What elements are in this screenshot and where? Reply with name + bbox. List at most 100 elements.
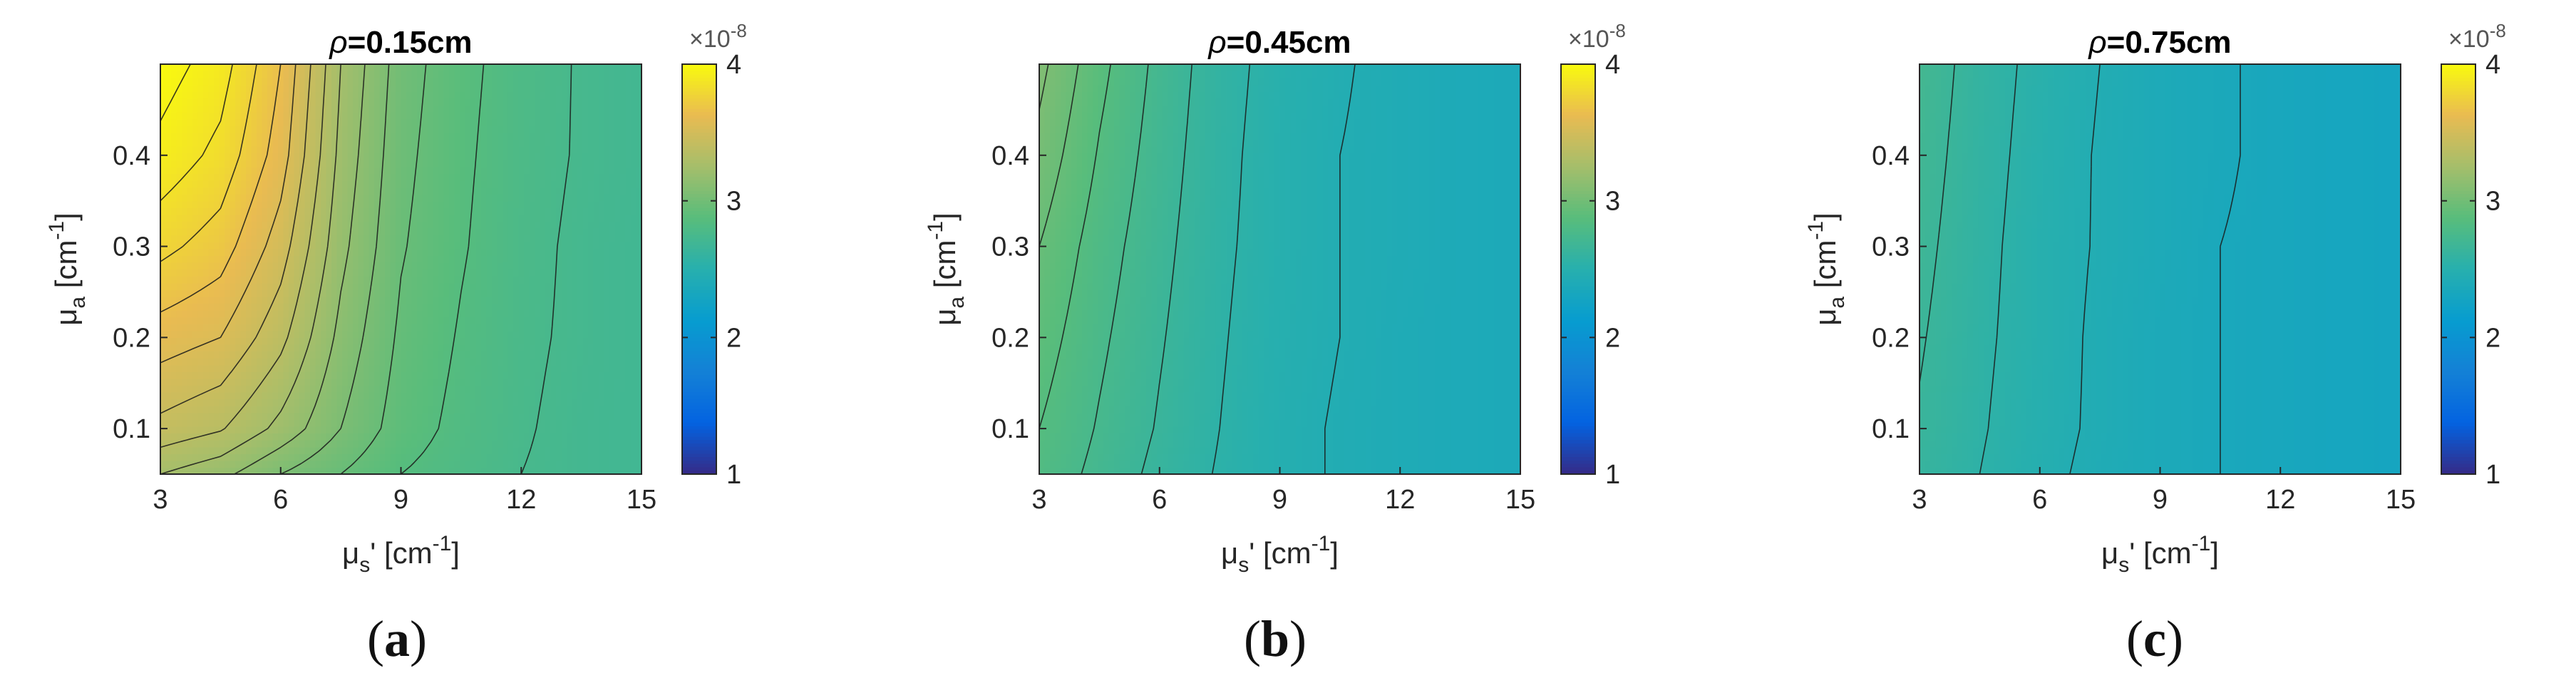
heatmap-cell — [257, 440, 263, 448]
heatmap-cell — [272, 467, 279, 475]
heatmap-cell — [187, 207, 193, 215]
heatmap-cell — [422, 296, 428, 304]
heatmap-cell — [529, 296, 535, 304]
heatmap-cell — [278, 235, 284, 242]
heatmap-cell — [438, 385, 445, 393]
heatmap-cell — [540, 160, 546, 168]
heatmap-cell — [267, 440, 274, 448]
heatmap-cell — [577, 242, 584, 250]
heatmap-cell — [529, 282, 535, 290]
heatmap-cell — [326, 406, 332, 414]
heatmap-cell — [235, 118, 242, 126]
heatmap-cell — [401, 419, 407, 427]
heatmap-cell — [272, 378, 279, 386]
heatmap-cell — [503, 269, 509, 277]
heatmap-cell — [545, 71, 552, 78]
heatmap-cell — [283, 221, 289, 229]
heatmap-cell — [299, 412, 306, 420]
heatmap-cell — [321, 207, 327, 215]
heatmap-cell — [524, 467, 530, 475]
heatmap-cell — [262, 269, 268, 277]
heatmap-cell — [219, 173, 225, 181]
heatmap-cell — [390, 125, 396, 133]
heatmap-cell — [577, 139, 584, 147]
heatmap-cell — [235, 269, 242, 277]
heatmap-cell — [438, 303, 445, 311]
heatmap-cell — [315, 440, 321, 448]
heatmap-cell — [358, 166, 364, 174]
heatmap-cell — [535, 194, 541, 202]
heatmap-cell — [582, 433, 589, 441]
heatmap-cell — [401, 371, 407, 379]
heatmap-cell — [588, 105, 594, 113]
heatmap-cell — [369, 180, 375, 188]
heatmap-cell — [251, 180, 257, 188]
heatmap-cell — [577, 296, 584, 304]
heatmap-cell — [390, 289, 396, 297]
heatmap-cell — [283, 160, 289, 168]
heatmap-cell — [518, 371, 525, 379]
heatmap-cell — [214, 71, 220, 78]
heatmap-cell — [593, 289, 599, 297]
heatmap-cell — [294, 433, 300, 441]
heatmap-cell — [374, 180, 381, 188]
heatmap-cell — [593, 467, 599, 475]
heatmap-cell — [336, 303, 343, 311]
heatmap-cell — [545, 187, 552, 195]
heatmap-cell — [369, 125, 375, 133]
heatmap-cell — [364, 330, 370, 338]
heatmap-cell — [588, 160, 594, 168]
heatmap-cell — [577, 433, 584, 441]
heatmap-cell — [310, 64, 316, 72]
heatmap-cell — [588, 200, 594, 208]
heatmap-cell — [449, 358, 455, 366]
heatmap-cell — [513, 467, 520, 475]
heatmap-cell — [203, 125, 210, 133]
heatmap-cell — [540, 112, 546, 120]
heatmap-cell — [513, 139, 520, 147]
heatmap-cell — [171, 269, 177, 277]
heatmap-cell — [272, 296, 279, 304]
heatmap-cell — [422, 105, 428, 113]
heatmap-cell — [235, 200, 242, 208]
heatmap-cell — [267, 276, 274, 284]
heatmap-cell — [572, 132, 578, 140]
heatmap-cell — [369, 440, 375, 448]
heatmap-cell — [197, 344, 204, 352]
heatmap-cell — [262, 378, 268, 386]
heatmap-cell — [422, 344, 428, 352]
heatmap-cell — [187, 71, 193, 78]
heatmap-cell — [428, 139, 434, 147]
heatmap-cell — [267, 426, 274, 434]
heatmap-cell — [556, 146, 562, 154]
heatmap-cell — [599, 310, 605, 318]
heatmap-cell — [588, 453, 594, 461]
heatmap-cell — [503, 64, 509, 72]
heatmap-cell — [540, 310, 546, 318]
heatmap-cell — [545, 146, 552, 154]
heatmap-cell — [481, 351, 488, 359]
heatmap-cell — [197, 166, 204, 174]
heatmap-cell — [588, 330, 594, 338]
heatmap-cell — [336, 194, 343, 202]
heatmap-cell — [545, 132, 552, 140]
heatmap-cell — [524, 139, 530, 147]
heatmap-cell — [214, 392, 220, 400]
heatmap-cell — [406, 412, 413, 420]
heatmap-cell — [540, 440, 546, 448]
heatmap-cell — [588, 440, 594, 448]
heatmap-cell — [326, 84, 332, 92]
heatmap-cell — [411, 228, 418, 236]
heatmap-cell — [545, 64, 552, 72]
heatmap-cell — [219, 364, 225, 372]
heatmap-cell — [492, 358, 498, 366]
heatmap-cell — [454, 364, 460, 372]
heatmap-cell — [278, 378, 284, 386]
heatmap-cell — [428, 221, 434, 229]
heatmap-cell — [417, 399, 423, 406]
heatmap-cell — [374, 351, 381, 359]
heatmap-cell — [246, 460, 252, 468]
heatmap-cell — [165, 276, 172, 284]
heatmap-cell — [428, 146, 434, 154]
heatmap-cell — [176, 125, 182, 133]
